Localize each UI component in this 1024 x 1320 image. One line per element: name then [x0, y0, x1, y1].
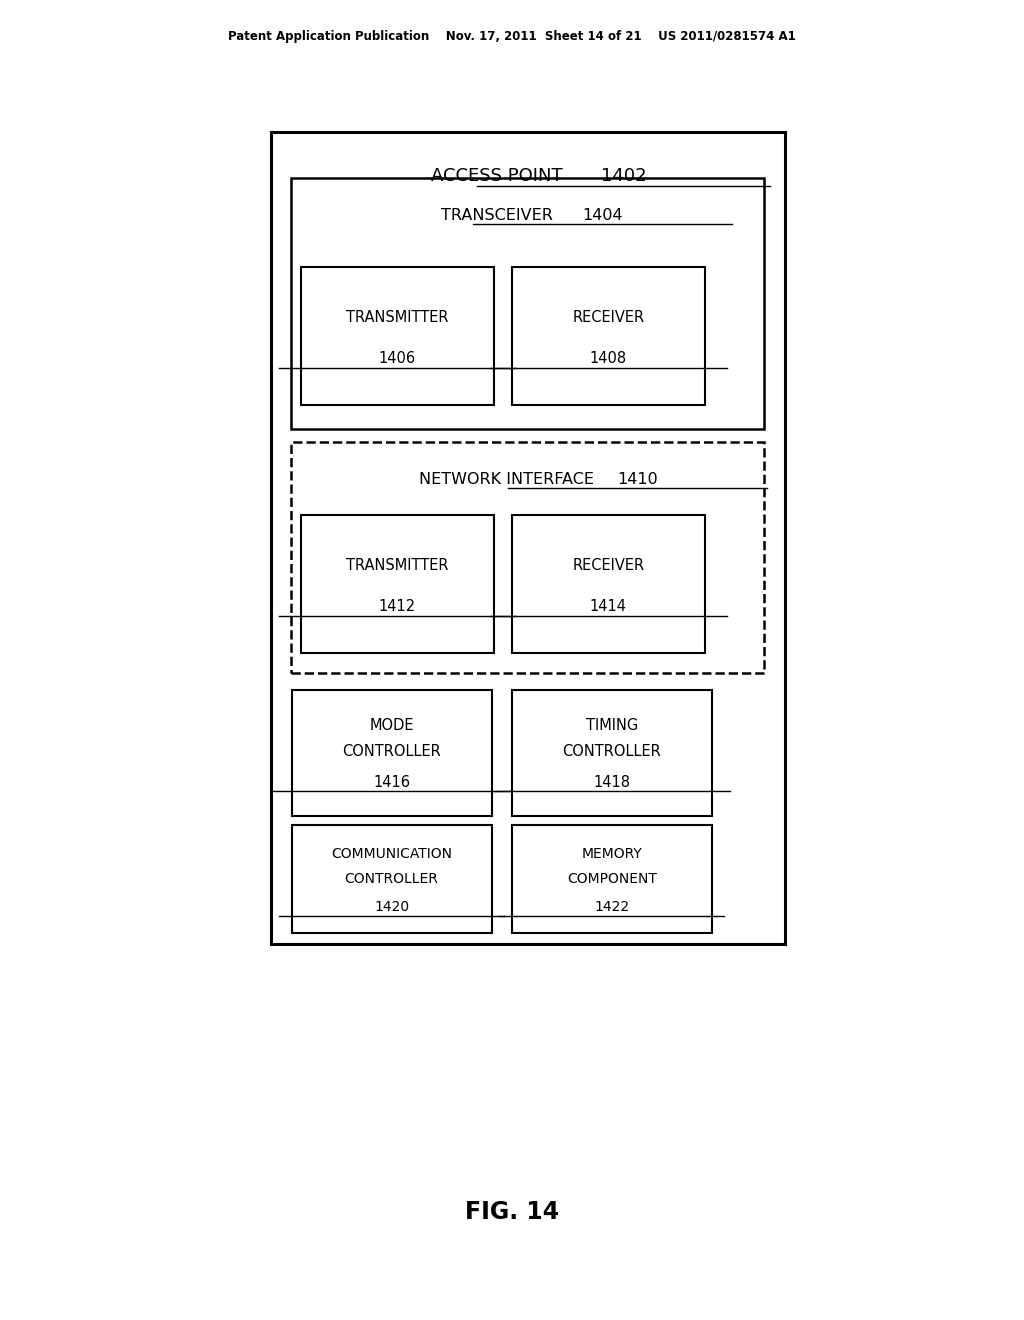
Text: 1404: 1404	[582, 207, 623, 223]
Text: 1414: 1414	[590, 599, 627, 614]
FancyBboxPatch shape	[512, 515, 705, 653]
FancyBboxPatch shape	[291, 442, 764, 673]
Text: 1412: 1412	[379, 599, 416, 614]
Text: COMMUNICATION: COMMUNICATION	[331, 847, 453, 861]
Text: CONTROLLER: CONTROLLER	[345, 873, 438, 886]
Text: 1416: 1416	[373, 775, 411, 789]
Text: RECEIVER: RECEIVER	[572, 558, 644, 573]
Text: MODE: MODE	[370, 718, 414, 733]
FancyBboxPatch shape	[512, 267, 705, 405]
FancyBboxPatch shape	[301, 515, 494, 653]
FancyBboxPatch shape	[301, 267, 494, 405]
Text: 1408: 1408	[590, 351, 627, 366]
Text: 1410: 1410	[617, 471, 658, 487]
Text: COMPONENT: COMPONENT	[567, 873, 656, 886]
Text: 1422: 1422	[594, 900, 630, 913]
Text: ACCESS POINT: ACCESS POINT	[431, 166, 574, 185]
Text: TRANSCEIVER: TRANSCEIVER	[440, 207, 563, 223]
Text: CONTROLLER: CONTROLLER	[562, 744, 662, 759]
Text: 1418: 1418	[593, 775, 631, 789]
Text: CONTROLLER: CONTROLLER	[342, 744, 441, 759]
Text: TRANSMITTER: TRANSMITTER	[346, 310, 449, 325]
Text: 1420: 1420	[374, 900, 410, 913]
Text: 1402: 1402	[601, 166, 646, 185]
Text: MEMORY: MEMORY	[582, 847, 642, 861]
Text: NETWORK INTERFACE: NETWORK INTERFACE	[420, 471, 604, 487]
Text: TRANSMITTER: TRANSMITTER	[346, 558, 449, 573]
Text: Patent Application Publication    Nov. 17, 2011  Sheet 14 of 21    US 2011/02815: Patent Application Publication Nov. 17, …	[228, 30, 796, 44]
FancyBboxPatch shape	[291, 178, 764, 429]
FancyBboxPatch shape	[292, 690, 492, 816]
Text: FIG. 14: FIG. 14	[465, 1200, 559, 1224]
FancyBboxPatch shape	[512, 825, 712, 933]
Text: RECEIVER: RECEIVER	[572, 310, 644, 325]
Text: 1406: 1406	[379, 351, 416, 366]
FancyBboxPatch shape	[292, 825, 492, 933]
FancyBboxPatch shape	[271, 132, 785, 944]
Text: TIMING: TIMING	[586, 718, 638, 733]
FancyBboxPatch shape	[512, 690, 712, 816]
